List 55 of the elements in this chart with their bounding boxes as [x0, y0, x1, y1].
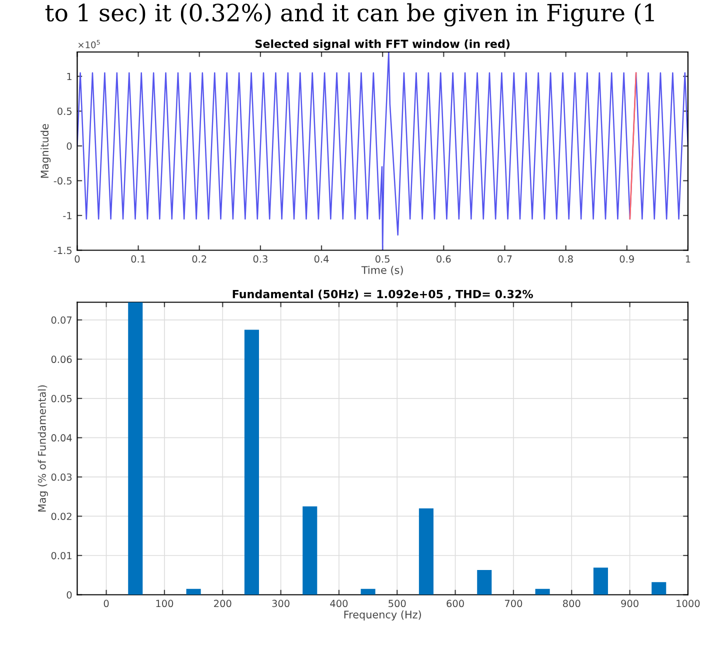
x-tick-label: 500 [388, 600, 406, 608]
bar [418, 508, 434, 595]
bar [593, 568, 608, 595]
chart-title: Selected signal with FFT window (in red) [255, 39, 510, 50]
y-tick-label: 0.02 [51, 512, 72, 520]
y-tick-label: 0.01 [51, 552, 72, 560]
y-tick-label: 0.03 [51, 473, 72, 481]
y-tick-label: -0.5 [54, 177, 72, 185]
x-tick-label: 0.3 [253, 255, 268, 263]
x-tick-label: 400 [330, 600, 348, 608]
x-axis-title: Frequency (Hz) [344, 610, 421, 620]
text: ×10$^{5}$ [78, 40, 100, 48]
x-tick-label: 1 [686, 255, 690, 262]
x-tick-label: 0 [104, 600, 109, 608]
bar [186, 588, 201, 595]
x-tick-label: 0.1 [131, 255, 146, 263]
y-tick-label: 0.07 [51, 316, 72, 324]
y-tick-label: 0.5 [58, 108, 72, 115]
y-tick-label: 0.04 [51, 434, 72, 442]
bar [244, 330, 259, 595]
x-axis-title: Time (s) [361, 266, 403, 276]
x-tick-label: 0.2 [192, 255, 206, 263]
x-tick-label: 200 [214, 600, 232, 608]
line-series [77, 52, 688, 250]
x-tick-label: 100 [156, 600, 174, 608]
y-tick-label: 1 [67, 72, 72, 80]
y-tick-label: 0.05 [51, 394, 72, 402]
y-tick-label: 0 [66, 142, 72, 150]
y-tick-label: -1.5 [54, 246, 72, 254]
x-tick-label: 0 [74, 255, 80, 263]
bar [535, 588, 550, 595]
y-tick-label: 0 [66, 591, 72, 599]
bar [652, 582, 666, 595]
bar [302, 506, 318, 595]
x-tick-label: 0.8 [558, 255, 573, 263]
x-tick-label: 1000 [676, 600, 700, 608]
x-tick-label: 900 [621, 600, 638, 608]
y-axis-title: Magnitude [40, 124, 51, 178]
x-tick-label: 800 [563, 600, 580, 608]
bar [128, 302, 143, 595]
text: to 1 sec) it (0.32%) and it can be given in Figure (1 [45, 3, 654, 26]
x-tick-label: 600 [446, 600, 464, 608]
x-tick-label: 700 [504, 600, 522, 608]
y-tick-label: -1 [63, 212, 72, 220]
x-tick-label: 0.7 [498, 255, 512, 263]
x-tick-label: 0.9 [620, 255, 634, 263]
bar [477, 570, 492, 595]
x-tick-label: 0.5 [376, 255, 390, 263]
chart-title: Fundamental (50Hz) = 1.092e+05 , THD= 0.32% [232, 290, 533, 300]
x-tick-label: 300 [272, 600, 290, 608]
y-tick-label: 0.06 [51, 356, 72, 364]
x-tick-label: 0.6 [436, 255, 451, 263]
y-axis-title: Mag (% of Fundamental) [38, 385, 48, 512]
x-tick-label: 0.4 [314, 255, 329, 263]
bar [360, 588, 376, 595]
